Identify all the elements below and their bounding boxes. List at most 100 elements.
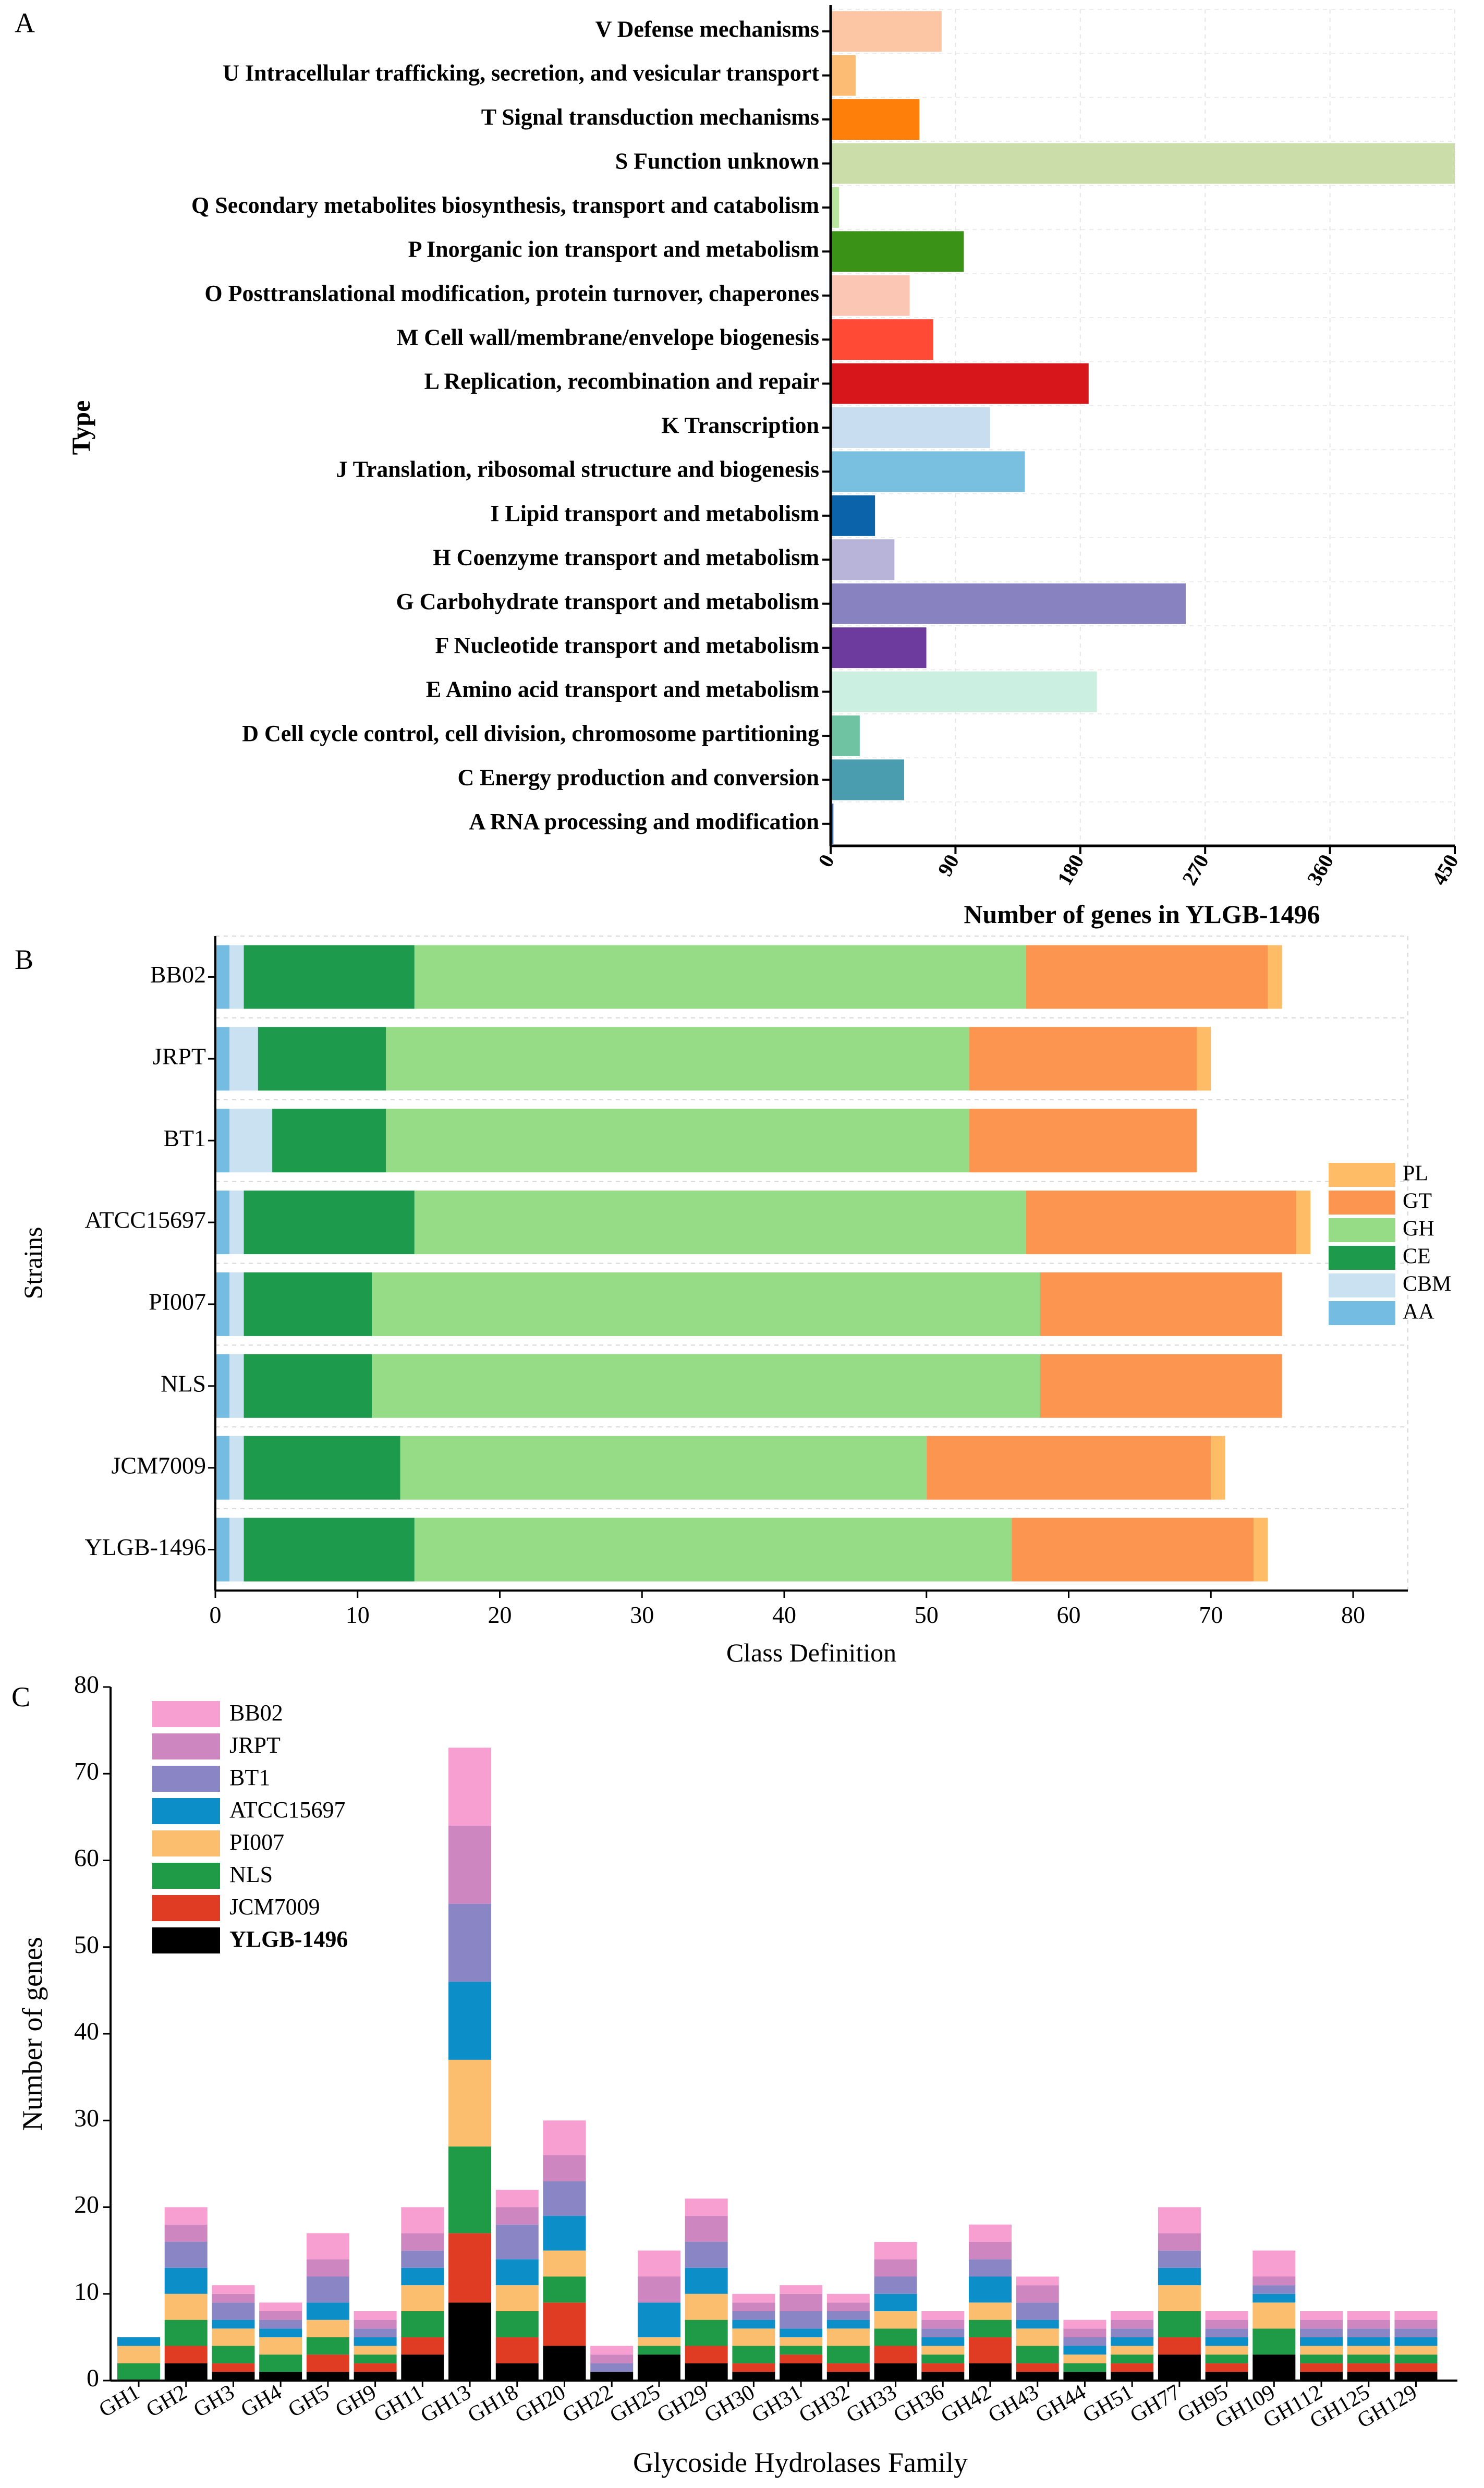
gh-segment-pi007 (1252, 2302, 1296, 2329)
strain-segment-gt (926, 1436, 1211, 1500)
gh-family-label: GH43 (984, 2380, 1043, 2428)
cog-bar (831, 803, 834, 844)
gh-segment-atcc15697 (354, 2337, 397, 2346)
strain-segment-cbm (229, 1436, 244, 1500)
strain-segment-pl (1268, 945, 1282, 1009)
legend-label: AA (1403, 1300, 1434, 1324)
category-label: P Inorganic ion transport and metabolism (408, 236, 819, 262)
panel-b: B BB02 JRPT BT1 ATCC15697 PI007 NLS JCM7009 YLGB… (15, 936, 1451, 1667)
gh-segment-jcm7009 (1111, 2363, 1154, 2372)
gh-segment-jrpt (590, 2355, 634, 2363)
y-tick-label: 0 (87, 2364, 99, 2392)
gh-segment-bb02 (306, 2233, 349, 2260)
gh-segment-bb02 (1347, 2311, 1390, 2320)
cog-bar (831, 759, 904, 800)
category-label: I Lipid transport and metabolism (490, 501, 819, 526)
gh-segment-jrpt (354, 2320, 397, 2329)
gh-segment-nls (164, 2320, 208, 2346)
gh-segment-bt1 (732, 2311, 775, 2320)
legend-label: JCM7009 (229, 1894, 320, 1920)
legend-swatch (152, 1863, 220, 1889)
gh-segment-nls (354, 2355, 397, 2363)
gh-family-label: GH44 (1031, 2380, 1090, 2428)
strain-segment-pl (1254, 1518, 1268, 1582)
cog-bar (831, 539, 895, 580)
gh-segment-bt1 (1394, 2328, 1438, 2337)
gh-segment-bb02 (543, 2120, 586, 2155)
strain-segment-gh (414, 945, 1026, 1009)
y-tick-label: 40 (74, 2018, 99, 2045)
gh-segment-nls (117, 2363, 160, 2381)
panel-a: A V Defense mechanisms U Intracellular tra… (15, 5, 1463, 929)
gh-segment-ylgb-1496 (685, 2363, 728, 2381)
gh-segment-pi007 (354, 2346, 397, 2355)
cog-bar (831, 363, 1089, 404)
gh-segment-pi007 (448, 2059, 492, 2147)
gh-segment-jcm7009 (1300, 2363, 1343, 2372)
gh-segment-bt1 (685, 2242, 728, 2268)
x-tick-label: 0 (813, 851, 839, 871)
gh-segment-pi007 (212, 2328, 255, 2346)
strain-segment-aa (215, 1518, 230, 1582)
gh-segment-pi007 (780, 2337, 823, 2346)
gh-segment-jcm7009 (921, 2363, 965, 2372)
gh-segment-jcm7009 (1016, 2363, 1059, 2372)
gh-segment-ylgb-1496 (401, 2355, 444, 2381)
cog-bar (831, 319, 933, 360)
gh-segment-bt1 (259, 2320, 302, 2329)
x-tick-label: 0 (210, 1601, 222, 1628)
strain-segment-aa (215, 1027, 230, 1091)
gh-segment-jcm7009 (685, 2346, 728, 2363)
gh-segment-pi007 (1394, 2346, 1438, 2355)
strain-segment-cbm (229, 1109, 273, 1173)
category-label: D Cell cycle control, cell division, chr… (242, 721, 819, 746)
gh-family-label: GH20 (511, 2380, 569, 2428)
gh-segment-nls (1252, 2328, 1296, 2355)
gh-segment-ylgb-1496 (1300, 2372, 1343, 2381)
gh-segment-pi007 (401, 2285, 444, 2311)
gh-segment-jcm7009 (495, 2337, 539, 2363)
gh-segment-jcm7009 (874, 2346, 917, 2363)
gh-segment-bt1 (1016, 2302, 1059, 2320)
gh-segment-bt1 (874, 2276, 917, 2294)
y-axis-title: Strains (18, 1227, 47, 1300)
gh-segment-nls (1205, 2355, 1248, 2363)
gh-segment-pi007 (164, 2293, 208, 2320)
cog-bar (831, 99, 920, 140)
legend-label: PI007 (229, 1829, 284, 1855)
gh-segment-nls (1016, 2346, 1059, 2363)
gh-family-label: GH29 (653, 2380, 712, 2428)
gh-segment-nls (921, 2355, 965, 2363)
gh-segment-atcc15697 (495, 2259, 539, 2286)
gh-family-label: GH3 (190, 2380, 239, 2422)
gh-segment-bt1 (401, 2250, 444, 2268)
gh-segment-ylgb-1496 (1016, 2372, 1059, 2381)
gh-segment-pi007 (1111, 2346, 1154, 2355)
gh-segment-pi007 (826, 2328, 870, 2346)
gh-segment-ylgb-1496 (212, 2372, 255, 2381)
strain-segment-gh (386, 1109, 969, 1173)
gh-segment-ylgb-1496 (1252, 2355, 1296, 2381)
gh-segment-ylgb-1496 (259, 2372, 302, 2381)
gh-family-label: GH4 (237, 2380, 286, 2422)
gh-segment-atcc15697 (1252, 2293, 1296, 2303)
gh-family-label: GH5 (284, 2380, 333, 2422)
strain-label: JRPT (153, 1043, 206, 1070)
gh-family-label: GH2 (142, 2380, 191, 2422)
gh-segment-ylgb-1496 (1347, 2372, 1390, 2381)
gh-segment-jcm7009 (212, 2363, 255, 2372)
gh-segment-atcc15697 (1158, 2267, 1201, 2286)
strain-segment-pl (1196, 1027, 1211, 1091)
gh-segment-bb02 (1205, 2311, 1248, 2320)
strain-segment-ce (244, 1518, 415, 1582)
gh-segment-nls (968, 2320, 1012, 2337)
category-label: O Posttranslational modification, protei… (204, 281, 819, 306)
gh-segment-pi007 (874, 2311, 917, 2329)
cog-bar (831, 583, 1186, 624)
legend-swatch (1329, 1191, 1395, 1215)
gh-segment-pi007 (968, 2302, 1012, 2320)
x-tick-label: 60 (1057, 1601, 1081, 1628)
gh-segment-ylgb-1496 (354, 2372, 397, 2381)
gh-segment-atcc15697 (1111, 2337, 1154, 2346)
